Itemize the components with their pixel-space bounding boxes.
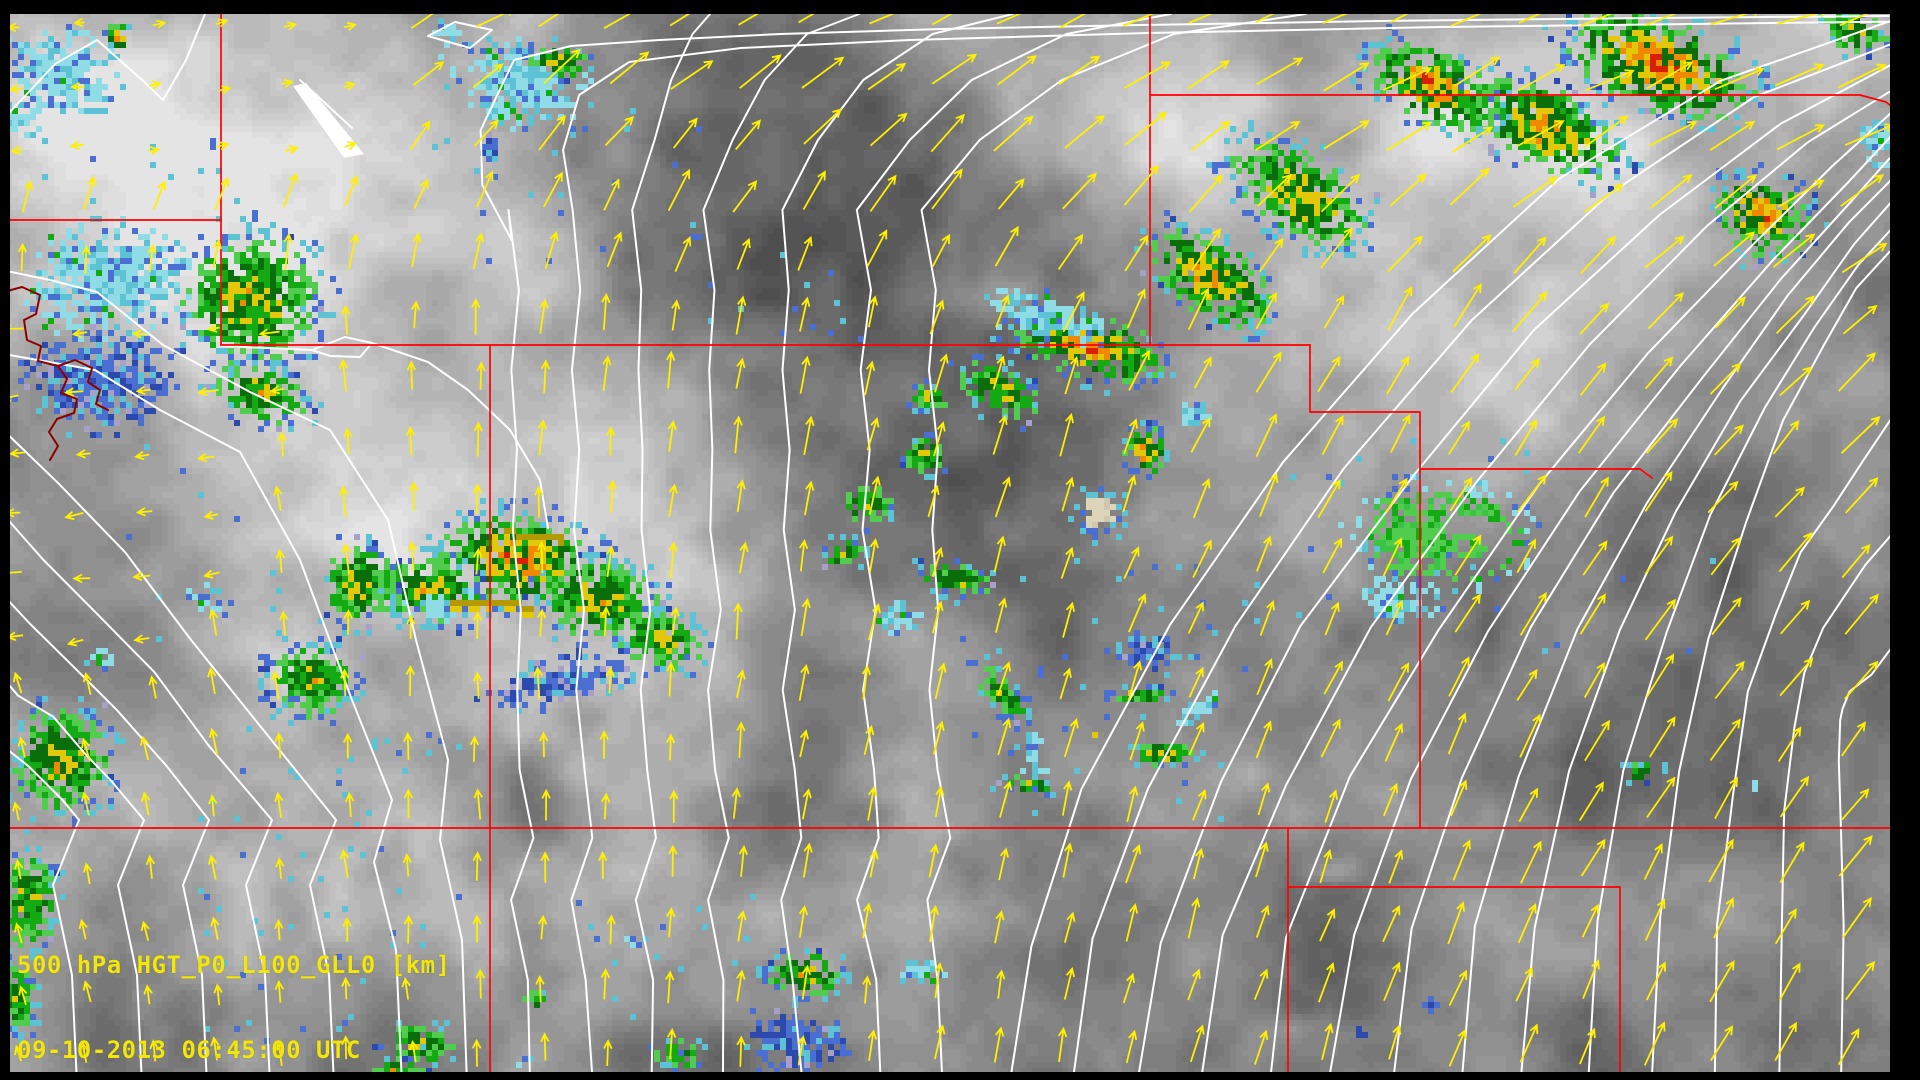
parameter-label: 500 hPa HGT_P0_L100_GLL0 [km] bbox=[17, 951, 451, 979]
wind-vector-layer bbox=[0, 0, 1895, 1067]
political-boundaries-layer bbox=[9, 13, 1907, 1073]
datetime-label: 09-10-2013 06:45:00 UTC bbox=[17, 1036, 361, 1064]
coastline-layer bbox=[0, 286, 109, 461]
height-contours-layer bbox=[0, 13, 1920, 1080]
